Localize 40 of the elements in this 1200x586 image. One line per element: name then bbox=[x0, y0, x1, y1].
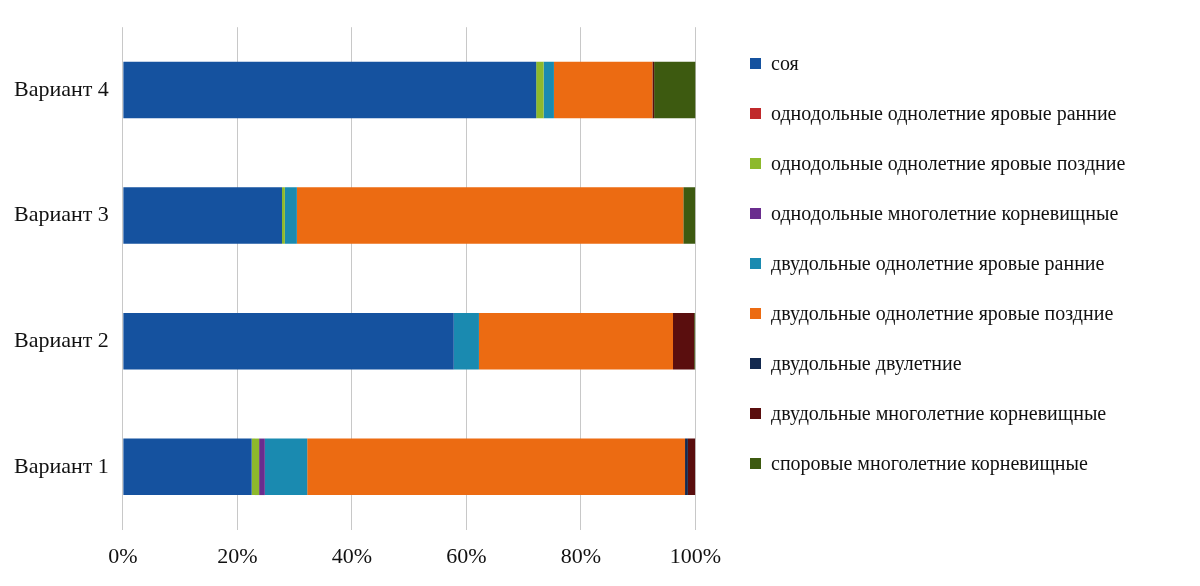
y-tick-label: Вариант 2 bbox=[13, 326, 109, 352]
x-tick-label: 20% bbox=[217, 542, 258, 568]
bar bbox=[123, 187, 283, 244]
bar bbox=[123, 438, 252, 496]
x-tick-label: 40% bbox=[331, 542, 373, 568]
bar bbox=[553, 61, 653, 119]
bar bbox=[296, 187, 684, 244]
bar bbox=[543, 61, 554, 119]
bar bbox=[687, 438, 696, 496]
bar bbox=[307, 438, 686, 496]
legend-label: двудольные двулетние bbox=[771, 352, 962, 375]
bar bbox=[259, 438, 265, 496]
x-tick-label: 60% bbox=[446, 542, 487, 568]
legend-label: споровые многолетние корневищные bbox=[771, 452, 1088, 475]
bar bbox=[123, 312, 454, 370]
legend-label: однодольные многолетние корневищные bbox=[771, 202, 1119, 225]
bar bbox=[673, 312, 695, 370]
bar bbox=[123, 61, 537, 119]
bar bbox=[654, 61, 696, 119]
bar bbox=[683, 187, 696, 244]
y-tick-label: Вариант 4 bbox=[13, 75, 109, 101]
bar bbox=[251, 438, 260, 496]
legend-label: соя bbox=[771, 52, 799, 75]
bar bbox=[453, 312, 479, 370]
legend-label: однодольные однолетние яровые ранние bbox=[771, 102, 1117, 125]
bar bbox=[685, 438, 688, 496]
legend-label: двудольные однолетние яровые ранние bbox=[771, 252, 1105, 275]
bar bbox=[282, 187, 285, 244]
x-tick-label: 100% bbox=[669, 542, 721, 568]
legend-label: двудольные однолетние яровые поздние bbox=[771, 302, 1114, 325]
bar bbox=[478, 312, 674, 370]
legend-label: однодольные однолетние яровые поздние bbox=[771, 152, 1126, 175]
x-tick-label: 0% bbox=[108, 542, 138, 568]
y-tick-label: Вариант 3 bbox=[13, 201, 109, 227]
bar bbox=[264, 438, 308, 496]
y-tick-label: Вариант 1 bbox=[13, 452, 109, 478]
legend-label: двудольные многолетние корневищные bbox=[771, 402, 1107, 425]
bar bbox=[284, 187, 297, 244]
bar bbox=[536, 61, 544, 119]
x-tick-label: 80% bbox=[560, 542, 602, 568]
